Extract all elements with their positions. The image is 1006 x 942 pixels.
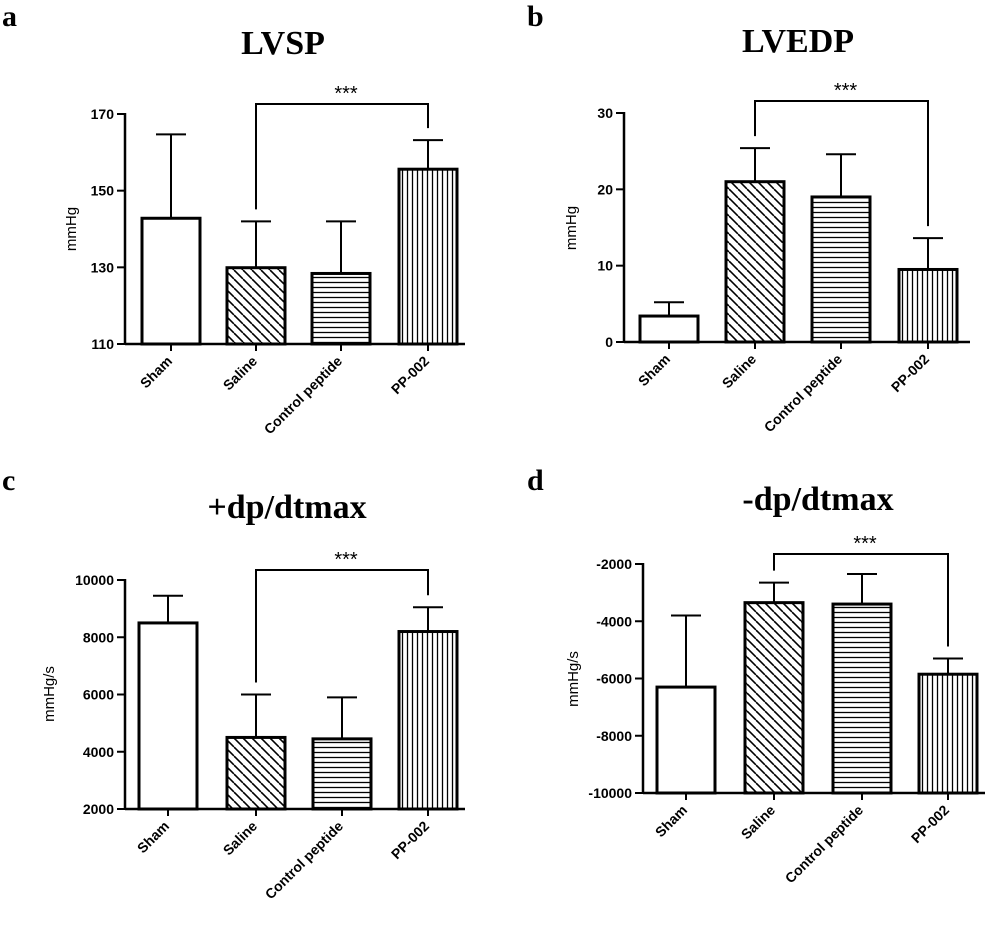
y-tick-label: 8000 xyxy=(83,629,114,645)
bar-pp-002 xyxy=(897,267,959,344)
x-tick-label: PP-002 xyxy=(888,351,932,395)
significance-label: *** xyxy=(334,549,358,571)
y-axis-label: mmHg xyxy=(63,207,80,251)
significance-bracket xyxy=(255,569,429,683)
x-tick-label: PP-002 xyxy=(908,802,952,846)
x-tick-label: Saline xyxy=(719,351,760,392)
bar-control-peptide xyxy=(831,602,893,795)
bar-sham xyxy=(140,216,202,346)
x-tick-label: Control peptide xyxy=(782,802,867,887)
significance-bracket xyxy=(255,103,429,210)
significance-bracket xyxy=(773,553,949,647)
significance-label: *** xyxy=(853,533,877,555)
bar-sham xyxy=(137,621,199,811)
bar-saline xyxy=(724,180,786,344)
y-tick-label: -2000 xyxy=(596,556,632,572)
y-tick-label: 170 xyxy=(91,106,115,122)
y-tick-label: 30 xyxy=(597,105,613,121)
panel-c: c +dp/dtmax mmHg/s 2000 4000 6000 8000 10000 Sha… xyxy=(2,464,465,902)
significance-bracket xyxy=(754,100,929,227)
x-tick-label: Saline xyxy=(220,818,261,859)
panel-letter: c xyxy=(2,464,15,497)
y-tick-label: 130 xyxy=(91,259,115,275)
y-tick-label: 10000 xyxy=(75,572,114,588)
panel-a: a LVSP mmHg 110 130 150 170 Sham Saline Control p… xyxy=(2,0,465,437)
x-tick-label: Sham xyxy=(635,351,673,389)
panel-letter: b xyxy=(527,0,544,33)
significance-label: *** xyxy=(834,80,858,102)
bar-saline xyxy=(225,266,287,346)
y-tick-label: -10000 xyxy=(588,785,632,801)
bar-control-peptide xyxy=(810,195,872,344)
y-tick-label: 4000 xyxy=(83,744,114,760)
y-tick-label: -6000 xyxy=(596,671,632,687)
bar-pp-002 xyxy=(397,630,459,811)
x-tick-label: Control peptide xyxy=(261,353,346,438)
chart-title: LVEDP xyxy=(742,23,854,60)
y-tick-label: 10 xyxy=(597,258,613,274)
panel-letter: a xyxy=(2,0,17,33)
y-tick-label: -4000 xyxy=(596,613,632,629)
y-tick-label: 150 xyxy=(91,183,115,199)
x-tick-label: PP-002 xyxy=(388,818,432,862)
y-axis-label: mmHg xyxy=(563,206,580,250)
chart-title: +dp/dtmax xyxy=(207,489,366,526)
bar-control-peptide xyxy=(310,271,372,346)
x-tick-label: Control peptide xyxy=(761,351,846,436)
panel-d: d -dp/dtmax mmHg/s -10000 -8000 -6000 -4000 -20… xyxy=(527,464,985,886)
bar-pp-002 xyxy=(397,167,459,346)
bar-saline xyxy=(743,601,805,795)
significance-label: *** xyxy=(334,83,358,105)
bar-sham xyxy=(655,685,717,795)
y-tick-label: 6000 xyxy=(83,687,114,703)
y-tick-label: -8000 xyxy=(596,728,632,744)
x-tick-label: Sham xyxy=(134,818,172,856)
bar-saline xyxy=(225,735,287,811)
bar-control-peptide xyxy=(311,737,373,811)
panel-letter: d xyxy=(527,464,544,497)
y-tick-label: 0 xyxy=(605,334,613,350)
x-tick-label: Sham xyxy=(652,802,690,840)
bar-sham xyxy=(638,314,700,344)
x-tick-label: Saline xyxy=(738,802,779,843)
y-axis-label: mmHg/s xyxy=(565,651,582,707)
y-tick-label: 20 xyxy=(597,181,613,197)
x-tick-label: Saline xyxy=(220,353,261,394)
chart-title: LVSP xyxy=(241,25,325,62)
chart-title: -dp/dtmax xyxy=(742,481,893,518)
bar-pp-002 xyxy=(917,672,979,795)
panel-b: b LVEDP mmHg 0 10 20 30 Sham Saline Control pepti… xyxy=(527,0,970,435)
y-axis-label: mmHg/s xyxy=(41,666,58,722)
x-tick-label: PP-002 xyxy=(388,353,432,397)
x-tick-label: Control peptide xyxy=(262,818,347,903)
y-tick-label: 110 xyxy=(91,336,114,352)
x-tick-label: Sham xyxy=(137,353,175,391)
y-tick-label: 2000 xyxy=(83,801,114,817)
